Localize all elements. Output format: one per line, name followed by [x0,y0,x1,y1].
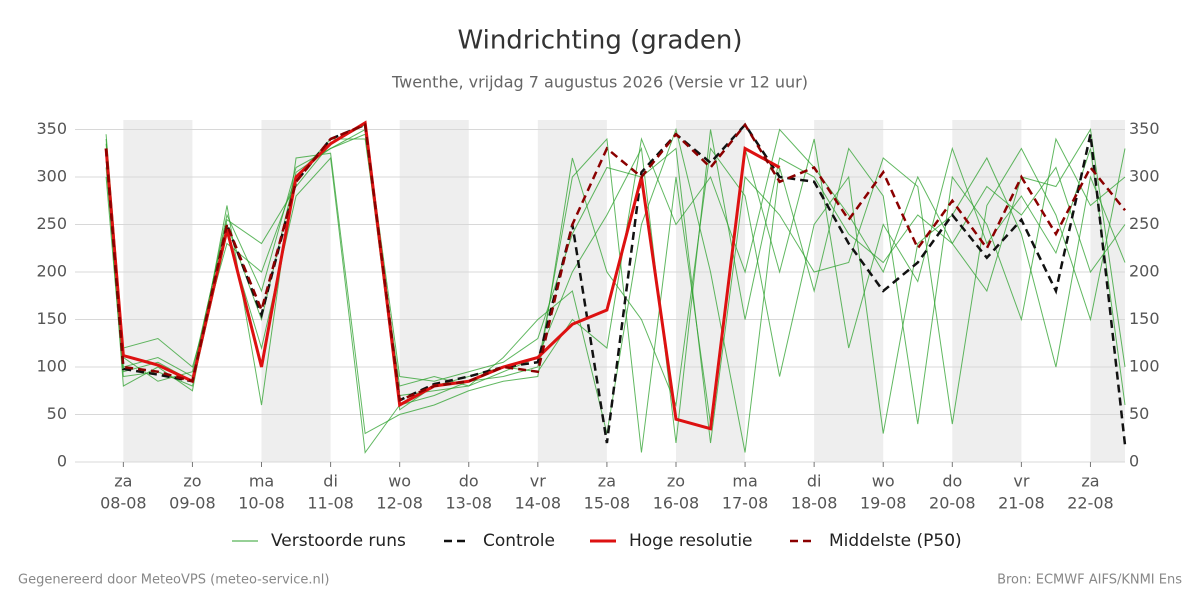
y2-tick-label: 300 [1129,167,1160,186]
x-tick-label: wo [872,472,895,491]
x-tick-date: 08-08 [100,494,147,513]
y-tick-label: 200 [36,262,67,281]
x-tick-label: di [807,472,822,491]
y-tick-label: 150 [36,309,67,328]
x-tick-label: za [114,472,132,491]
day-band [399,120,469,462]
day-band [814,120,884,462]
footer-left: Gegenereerd door MeteoVPS (meteo-service… [18,573,329,588]
y2-tick-label: 150 [1129,309,1160,328]
series-line [104,122,1126,403]
legend-label: Hoge resolutie [629,531,753,551]
x-tick-date: 19-08 [860,494,907,513]
x-tick-date: 21-08 [998,494,1045,513]
legend-label: Controle [483,531,555,551]
legend-label: Middelste (P50) [829,531,962,551]
x-tick-label: ma [732,472,757,491]
y-tick-label: 50 [47,404,67,423]
ensemble-line [105,127,1126,453]
x-tick-date: 15-08 [584,494,631,513]
y2-tick-label: 350 [1129,119,1160,138]
x-tick-date: 10-08 [238,494,285,513]
y-tick-label: 100 [36,357,67,376]
x-tick-label: ma [249,472,274,491]
y-tick-label: 350 [36,119,67,138]
ensemble-line [105,137,1126,454]
footer-right: Bron: ECMWF AIFS/KNMI Ens [997,573,1182,588]
y-tick-label: 0 [57,452,67,471]
series-line [104,122,1127,446]
x-tick-date: 09-08 [169,494,216,513]
x-tick-date: 13-08 [446,494,493,513]
y2-tick-label: 0 [1129,452,1139,471]
ensemble-line [105,128,1126,411]
x-tick-label: wo [388,472,411,491]
y2-tick-label: 100 [1129,357,1160,376]
chart-subtitle: Twenthe, vrijdag 7 augustus 2026 (Versie… [391,73,808,92]
x-tick-label: do [942,472,962,491]
x-tick-date: 16-08 [653,494,700,513]
x-tick-date: 11-08 [307,494,354,513]
legend-label: Verstoorde runs [271,531,406,551]
x-tick-date: 18-08 [791,494,838,513]
x-tick-label: vr [1013,472,1029,491]
x-tick-label: za [1081,472,1099,491]
x-tick-date: 22-08 [1067,494,1114,513]
x-tick-date: 14-08 [515,494,562,513]
day-band [261,120,331,462]
x-tick-date: 17-08 [722,494,769,513]
x-tick-date: 12-08 [376,494,423,513]
y2-tick-label: 250 [1129,214,1160,233]
y2-tick-label: 200 [1129,262,1160,281]
x-tick-label: di [323,472,338,491]
y-tick-label: 300 [36,167,67,186]
ensemble-line [105,123,1126,444]
x-tick-label: za [598,472,616,491]
x-tick-label: zo [183,472,201,491]
x-tick-date: 20-08 [929,494,976,513]
x-tick-label: vr [530,472,546,491]
day-band [123,120,193,462]
chart-title: Windrichting (graden) [457,26,742,56]
y2-tick-label: 50 [1129,404,1149,423]
x-tick-label: zo [667,472,685,491]
y-tick-label: 250 [36,214,67,233]
x-tick-label: do [459,472,479,491]
